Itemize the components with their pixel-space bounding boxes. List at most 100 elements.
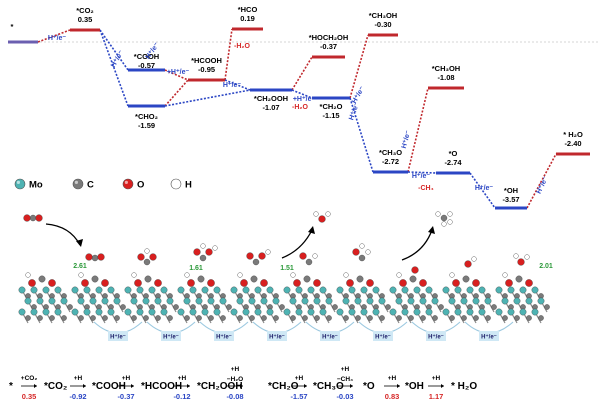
mo-atom (48, 297, 56, 305)
pathway-connector (526, 153, 557, 209)
c-atom (526, 315, 532, 321)
o-atom (366, 279, 374, 287)
h-atom (184, 272, 190, 278)
mo-atom (283, 308, 291, 316)
equation-value-7: -0.03 (336, 392, 353, 401)
step-label-4: +H⁺/e⁻ (167, 69, 190, 76)
c-atom (409, 275, 417, 283)
h-atom (78, 272, 84, 278)
mo-atom (319, 308, 327, 316)
mo-atom (272, 297, 280, 305)
c-atom (440, 214, 448, 222)
legend-label-c: C (87, 180, 94, 191)
mo-atom (54, 286, 62, 294)
mo-atom (336, 308, 344, 316)
h-atom (471, 256, 477, 262)
c-atom (226, 304, 232, 310)
equation-arrow-top-5: +H (231, 366, 240, 373)
mo-atom (236, 297, 244, 305)
o-atom (352, 248, 360, 256)
mo-atom (407, 297, 415, 305)
c-atom (249, 315, 255, 321)
step-box-6 (373, 331, 393, 341)
h-atom (144, 248, 150, 254)
mo-atom (525, 297, 533, 305)
step-box-label-8: H⁺/e⁻ (481, 334, 497, 341)
mo-atom (42, 286, 50, 294)
c-atom (220, 315, 226, 321)
mo-atom (313, 297, 321, 305)
step-box-label-2: H⁺/e⁻ (163, 334, 179, 341)
mo-atom (136, 286, 144, 294)
equation-value-5: -0.08 (226, 392, 243, 401)
mo-atom (77, 297, 85, 305)
step-label-5: -H₂O (234, 43, 250, 50)
o-atom (207, 279, 215, 287)
pathway-connector (164, 89, 251, 107)
mo-atom (389, 308, 397, 316)
step-box-8 (479, 331, 499, 341)
legend-swatch-c (72, 178, 84, 190)
o-atom (525, 279, 533, 287)
mo-atom (124, 308, 132, 316)
adsorption-arrow (45, 223, 81, 246)
mo-atom (230, 286, 238, 294)
mo-atom (507, 286, 515, 294)
o-atom (517, 258, 525, 266)
h-atom (131, 272, 137, 278)
adsorption-arrowhead (76, 239, 83, 247)
desorption-arrow-h2o (281, 229, 313, 259)
level-label-ch3o: *CH₃O (379, 148, 402, 157)
mo-atom (213, 286, 221, 294)
mo-atom (195, 297, 203, 305)
o-atom (137, 253, 145, 261)
level-value-ch3o: -2.72 (382, 157, 399, 166)
o-atom (149, 253, 157, 261)
o-atom (97, 253, 105, 261)
mo-atom (431, 297, 439, 305)
c-atom (462, 275, 470, 283)
mo-atom (254, 286, 262, 294)
c-atom (420, 315, 426, 321)
step-box-label-4: H⁺/e⁻ (269, 334, 285, 341)
bond-distance-1: 2.61 (73, 263, 87, 270)
legend-swatch-highlight (74, 180, 78, 184)
step-box-2 (161, 331, 181, 341)
level-label-o: *O (449, 149, 458, 158)
c-atom (449, 315, 455, 321)
c-atom (261, 315, 267, 321)
c-atom (538, 315, 544, 321)
mo-atom (413, 308, 421, 316)
h-atom (447, 211, 453, 217)
c-atom (305, 258, 313, 266)
pathway-connector (407, 87, 429, 173)
equation-arrowhead (83, 384, 86, 388)
mo-atom (354, 297, 362, 305)
mo-atom (30, 308, 38, 316)
mo-atom (419, 297, 427, 305)
level-value-oh: -3.57 (502, 195, 519, 204)
o-atom (23, 214, 31, 222)
energy-diagram: **CO₂0.35*COOH-0.57*CHO₂-1.59*HCOOH-0.95… (8, 5, 590, 210)
legend-label-h: H (185, 180, 192, 191)
c-atom (252, 258, 260, 266)
mo-atom (160, 286, 168, 294)
desorption-arrow-ch4 (401, 229, 433, 261)
o-atom (48, 279, 56, 287)
legend-swatch-highlight (16, 180, 20, 184)
mo-atom (307, 286, 315, 294)
mo-atom (336, 286, 344, 294)
c-atom (432, 315, 438, 321)
equation-species-10: * H₂O (451, 381, 477, 392)
equation-value-9: 1.17 (429, 392, 444, 401)
c-atom (173, 304, 179, 310)
mo-atom (189, 308, 197, 316)
desorption-arrowhead-ch4 (428, 226, 435, 234)
equation-value-4: -0.12 (173, 392, 190, 401)
equation-arrow-top-8: +H (388, 375, 397, 382)
h-atom (449, 272, 455, 278)
equation-arrowhead (441, 384, 444, 388)
equation-species-7: *CH₃O (313, 381, 344, 392)
mo-atom (295, 286, 303, 294)
